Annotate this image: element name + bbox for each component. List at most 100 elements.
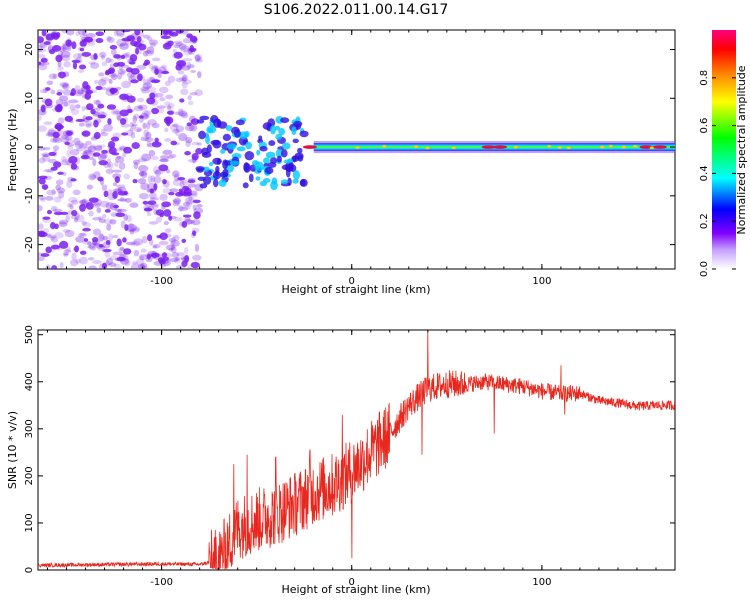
spectrogram-noise-blob [38,177,46,185]
spectrogram-noise-blob [99,263,105,269]
spectrogram-noise-blob [166,105,172,110]
spectrogram-noise-blob [143,110,150,117]
spectrogram-transition-blob [259,180,268,187]
spectrogram-noise-blob [67,144,74,150]
spectrogram-noise-blob [162,149,173,156]
spectrogram-noise-blob [197,71,202,79]
spectrogram-noise-blob [193,211,201,220]
spectrogram-noise-blob [169,188,179,193]
spectrogram-hot-dot [425,146,430,150]
spectrogram-noise-blob [133,238,144,246]
spectrogram-noise-blob [133,249,140,257]
spectrogram-noise-blob [113,30,119,37]
spectrogram-noise-blob [118,93,128,101]
spectrogram-noise-blob [57,71,66,79]
spectrogram-noise-blob [115,54,123,61]
spectrogram-noise-blob [139,117,144,123]
spectrogram-noise-blob [136,73,143,82]
spectrogram-noise-blob [149,192,157,200]
spectrogram-noise-blob [172,129,180,134]
spectrogram-transition-blob [291,155,300,162]
spectrogram-noise-blob [136,97,145,103]
spectrogram-noise-blob [54,223,59,230]
spectrogram-noise-blob [90,136,98,141]
spectrogram-noise-blob [93,118,102,124]
spectrogram-noise-blob [191,219,201,226]
spectrogram-noise-blob [124,197,132,203]
spectrogram-noise-blob [153,79,161,83]
spectrogram-noise-blob [145,122,151,130]
spectrogram-noise-blob [111,152,120,156]
spectrogram-noise-blob [143,129,149,137]
spectrogram-noise-blob [119,117,127,125]
spectrogram-noise-blob [184,124,195,132]
spectrogram-noise-blob [124,259,131,267]
spectrogram-noise-blob [38,157,46,164]
spectrogram-noise-blob [78,256,88,265]
spectrogram-noise-blob [124,224,129,231]
spectrogram-noise-blob [44,98,53,107]
spectrogram-xtick-label: 0 [349,276,355,287]
spectrogram-noise-blob [65,39,73,47]
spectrogram-noise-blob [68,196,78,203]
spectrogram-transition-blob [223,160,233,166]
spectrogram-noise-blob [126,215,132,223]
spectrogram-noise-blob [39,42,48,49]
spectrogram-noise-blob [95,99,101,107]
spectrogram-transition-blob [281,142,291,150]
spectrogram-noise-blob [126,67,133,73]
spectrogram-noise-blob [144,137,154,143]
spectrogram-noise-blob [122,95,129,103]
spectrogram-noise-blob [129,127,134,132]
spectrogram-noise-blob [176,252,185,257]
spectrogram-noise-blob [175,128,180,137]
spectrogram-noise-blob [163,209,172,217]
spectrogram-noise-blob [133,227,141,232]
spectrogram-noise-blob [106,36,115,43]
spectrogram-noise-blob [87,41,96,46]
spectrogram-noise-blob [43,41,51,46]
spectrogram-noise-blob [165,94,174,100]
spectrogram-noise-blob [124,35,132,42]
spectrogram-noise-blob [98,218,106,223]
snr-xlabel: Height of straight line (km) [281,583,430,596]
spectrogram-noise-blob [188,124,198,132]
spectrogram-noise-blob [98,72,105,77]
spectrogram-noise-blob [93,171,101,179]
spectrogram-noise-blob [62,46,72,52]
spectrogram-noise-blob [156,235,162,239]
spectrogram-noise-blob [161,252,168,258]
spectrogram-noise-blob [81,198,87,206]
snr-axes: -100 0 100 0 100 200 300 400 500 [24,325,676,588]
spectrogram-noise-blob [181,65,190,71]
spectrogram-noise-blob [182,38,192,44]
spectrogram-noise-blob [125,51,131,58]
spectrogram-noise-blob [192,36,197,44]
spectrogram-noise-blob [119,247,125,251]
spectrogram-noise-blob [178,205,184,212]
spectrogram-noise-blob [85,123,92,128]
spectrogram-noise-blob [61,42,71,47]
spectrogram-noise-blob [39,89,49,94]
spectrogram-noise-blob [77,30,87,35]
spectrogram-noise-blob [175,125,185,133]
spectrogram-hot-dot [633,144,638,148]
spectrogram-noise-blob [46,80,54,86]
spectrogram-noise-blob [109,87,118,94]
spectrogram-noise-blob [90,62,100,69]
spectrogram-noise-blob [106,258,114,266]
spectrogram-noise-blob [81,220,87,226]
spectrogram-noise-blob [38,53,46,59]
spectrogram-noise-blob [172,179,183,187]
spectrogram-noise-blob [146,140,152,148]
snr-ytick-label: 400 [24,372,35,391]
spectrogram-noise-blob [53,208,63,213]
spectrogram-transition-blob [299,130,309,138]
spectrogram-noise-blob [151,107,160,115]
spectrogram-noise-blob [114,160,119,167]
spectrogram-noise-blob [38,115,42,121]
spectrogram-noise-blob [144,60,149,65]
spectrogram-noise-blob [107,118,112,125]
spectrogram-noise-blob [63,251,69,256]
spectrogram-noise-blob [114,176,121,183]
